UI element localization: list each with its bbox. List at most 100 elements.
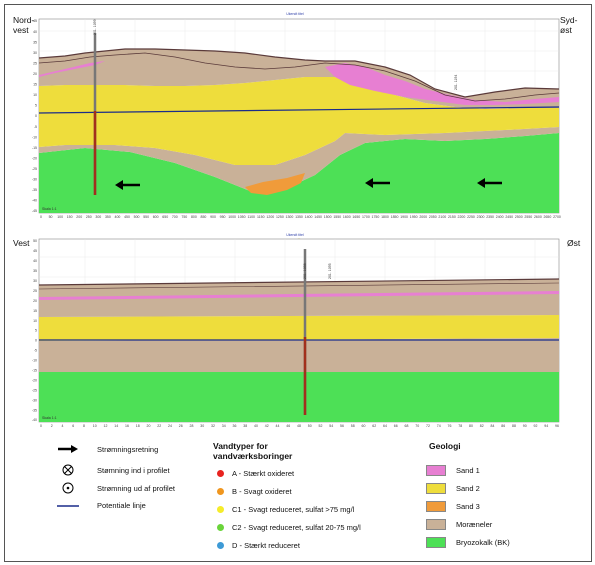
profile2-scale-label: Skala 1:1 xyxy=(42,416,57,420)
profile2-x-tick-2: 4 xyxy=(62,424,64,427)
profile1-x-tick-11: 550 xyxy=(143,215,149,219)
legend-water-c2: C2 - Svagt reduceret, sulfat 20-75 mg/l xyxy=(217,523,361,532)
profile1-x-tick-5: 250 xyxy=(86,215,92,219)
legend-water-heading-line2: vandværksboringer xyxy=(213,451,293,461)
profile2-x-tick-18: 36 xyxy=(233,424,237,427)
profile1-y-tick-5: 20 xyxy=(33,72,37,76)
legend-flow-out-label: Strømning ud af profilet xyxy=(97,483,175,493)
legend-flow-direction: Strømningsretning xyxy=(57,444,158,454)
profile2-x-tick-22: 44 xyxy=(276,424,280,427)
profile1-x-tick-39: 1950 xyxy=(410,215,418,219)
profile1-sand1-layer xyxy=(39,61,559,105)
profile1-x-tick-6: 300 xyxy=(95,215,101,219)
profile2-y-tick-6: 20 xyxy=(33,299,37,303)
profile1-sand2-layer xyxy=(39,77,559,165)
sand1-swatch-icon xyxy=(426,465,446,476)
legend-geology-sand1-label: Sand 1 xyxy=(456,466,480,475)
profile1-x-axis: 0 50 100 150 200 250 300 350 400 450 500 550 600 650 7… xyxy=(40,215,561,219)
legend-water-heading: Vandtyper for vandværksboringer xyxy=(213,441,292,461)
profile1-y-tick-10: -5 xyxy=(34,125,37,129)
profile1-x-tick-44: 2200 xyxy=(458,215,466,219)
profile2-x-tick-5: 10 xyxy=(93,424,97,427)
profile1-y-tick-18: -45 xyxy=(32,209,37,213)
profile2-x-tick-11: 22 xyxy=(157,424,161,427)
legend-water-a-label: A - Stærkt oxideret xyxy=(232,469,295,478)
profile1-sand3-layer xyxy=(245,173,305,195)
profile2-x-tick-37: 74 xyxy=(437,424,441,427)
profile1-x-tick-19: 950 xyxy=(220,215,226,219)
arrow-icon xyxy=(58,445,78,453)
profile1-y-tick-1: 40 xyxy=(33,30,37,34)
profile2-x-tick-39: 78 xyxy=(458,424,462,427)
profile2-x-tick-25: 50 xyxy=(308,424,312,427)
profile2-x-tick-23: 46 xyxy=(286,424,290,427)
watertype-a-dot-icon xyxy=(217,470,224,477)
profile1-x-tick-17: 850 xyxy=(201,215,207,219)
profile2-x-tick-47: 94 xyxy=(544,424,548,427)
moraeneler-swatch-icon xyxy=(426,519,446,530)
profile1-x-tick-0: 0 xyxy=(40,215,42,219)
legend-geology-sand2: Sand 2 xyxy=(426,483,480,494)
profile2-y-tick-18: -40 xyxy=(32,418,37,422)
profile1-y-tick-6: 15 xyxy=(33,83,37,87)
profile2-x-tick-20: 40 xyxy=(254,424,258,427)
legend-flow-direction-label: Strømningsretning xyxy=(97,444,159,454)
legend-geology-sand1: Sand 1 xyxy=(426,465,480,476)
profile1-x-tick-28: 1400 xyxy=(305,215,313,219)
profile1-x-tick-48: 2400 xyxy=(496,215,504,219)
profile2-well-label-2: 201. 1095 xyxy=(328,263,332,279)
profile1-corner-right-line1: Syd- xyxy=(560,15,578,25)
profile1-x-tick-50: 2500 xyxy=(515,215,523,219)
profile1-x-tick-8: 400 xyxy=(115,215,121,219)
profile1-x-tick-35: 1750 xyxy=(372,215,380,219)
profile1-x-tick-38: 1900 xyxy=(400,215,408,219)
profile2-x-tick-35: 70 xyxy=(415,424,419,427)
profile2-x-tick-17: 34 xyxy=(222,424,226,427)
profile1-x-tick-45: 2250 xyxy=(467,215,475,219)
profile2-y-axis: 50454035302520151050-5-10-15-20-25-30-35… xyxy=(32,239,37,422)
profile1-bryozokalk-layer xyxy=(39,133,559,213)
watertype-c1-dot-icon xyxy=(217,506,224,513)
profile1-x-tick-10: 500 xyxy=(134,215,140,219)
legend-geology-bryozokalk: Bryozokalk (BK) xyxy=(426,537,510,548)
profile2-x-tick-16: 32 xyxy=(211,424,215,427)
profile1-well-label-1: 201. 1099 xyxy=(93,19,97,35)
legend-water-c1: C1 - Svagt reduceret, sulfat >75 mg/l xyxy=(217,505,354,514)
profile1-scale-label: Skala 1:1 xyxy=(42,207,57,211)
profile1-potential-line xyxy=(38,106,560,114)
profile2-y-tick-5: 25 xyxy=(33,289,37,293)
profile2-y-tick-13: -15 xyxy=(32,368,37,372)
profile1-x-tick-9: 450 xyxy=(124,215,130,219)
profile2-x-tick-14: 28 xyxy=(190,424,194,427)
profile1-x-tick-36: 1800 xyxy=(381,215,389,219)
profile1-x-tick-30: 1500 xyxy=(324,215,332,219)
profile2-corner-right: Øst xyxy=(567,238,580,248)
profile2-x-tick-8: 16 xyxy=(125,424,129,427)
profile1-x-tick-54: 2700 xyxy=(553,215,561,219)
profile1-x-tick-29: 1450 xyxy=(314,215,322,219)
profile2-y-tick-16: -30 xyxy=(32,398,37,402)
profile2-x-tick-15: 30 xyxy=(200,424,204,427)
legend-water-c2-label: C2 - Svagt reduceret, sulfat 20-75 mg/l xyxy=(232,523,361,532)
profile1-y-tick-11: -10 xyxy=(32,135,37,139)
profile2-x-tick-32: 64 xyxy=(383,424,387,427)
profile1-x-tick-26: 1300 xyxy=(286,215,294,219)
legend-geology-sand2-label: Sand 2 xyxy=(456,484,480,493)
profile1-flow-arrow-2 xyxy=(365,178,390,188)
profile2-x-tick-29: 58 xyxy=(351,424,355,427)
profile1-title: Ukendt titel xyxy=(286,12,304,16)
profile2-x-tick-31: 62 xyxy=(372,424,376,427)
profile2-terrain-line-2 xyxy=(38,282,560,290)
profile2-x-tick-34: 68 xyxy=(405,424,409,427)
profile2-x-tick-41: 82 xyxy=(480,424,484,427)
profile1-x-tick-23: 1150 xyxy=(257,215,265,219)
profile2-x-tick-48: 96 xyxy=(555,424,559,427)
profile2-x-tick-46: 92 xyxy=(534,424,538,427)
profile2-terrain-line xyxy=(38,278,560,286)
profile2-x-tick-13: 26 xyxy=(179,424,183,427)
profile1-x-tick-51: 2550 xyxy=(524,215,532,219)
profile1-y-axis: 45 40 35 30 25 20 15 10 5 0 -5 -10 -15 -20 -25 -30 -35 -4… xyxy=(32,19,37,213)
profile1-terrain-line xyxy=(38,48,560,98)
profile1-x-tick-20: 1000 xyxy=(228,215,236,219)
watertype-c2-dot-icon xyxy=(217,524,224,531)
